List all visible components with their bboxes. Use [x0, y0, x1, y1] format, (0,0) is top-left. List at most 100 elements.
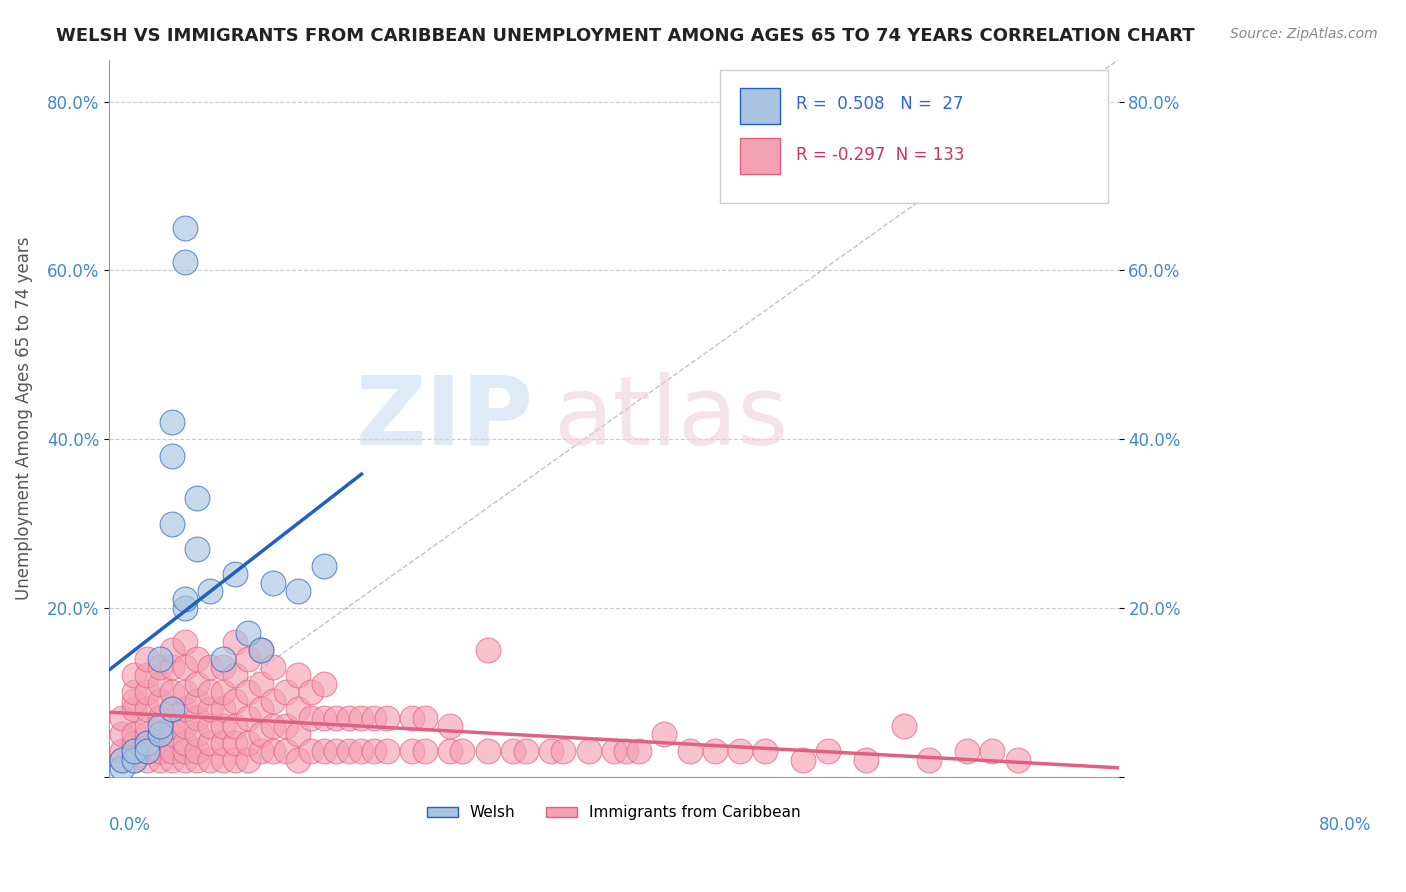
Point — [477, 744, 499, 758]
Point — [249, 702, 271, 716]
Point — [186, 744, 208, 758]
Point — [363, 710, 385, 724]
FancyBboxPatch shape — [740, 88, 780, 124]
Point — [160, 516, 183, 531]
Point — [124, 753, 146, 767]
Point — [981, 744, 1004, 758]
Point — [325, 744, 347, 758]
Point — [236, 710, 259, 724]
Point — [893, 719, 915, 733]
Point — [299, 710, 322, 724]
Point — [136, 685, 159, 699]
Point — [211, 753, 233, 767]
Point — [198, 736, 221, 750]
Point — [124, 744, 146, 758]
FancyBboxPatch shape — [740, 138, 780, 174]
Point — [111, 753, 134, 767]
Point — [287, 753, 309, 767]
Point — [439, 719, 461, 733]
Point — [312, 710, 335, 724]
Point — [136, 702, 159, 716]
Point — [136, 736, 159, 750]
Point — [249, 727, 271, 741]
Point — [186, 753, 208, 767]
Point — [249, 643, 271, 657]
Point — [603, 744, 626, 758]
Point — [124, 694, 146, 708]
Point — [111, 753, 134, 767]
Point — [173, 719, 195, 733]
Point — [136, 744, 159, 758]
Point — [149, 727, 172, 741]
Point — [160, 702, 183, 716]
Text: 80.0%: 80.0% — [1319, 816, 1371, 834]
Point — [186, 491, 208, 506]
Point — [224, 668, 246, 682]
Point — [124, 702, 146, 716]
Text: Source: ZipAtlas.com: Source: ZipAtlas.com — [1230, 27, 1378, 41]
Point — [401, 744, 423, 758]
Point — [287, 668, 309, 682]
Point — [262, 744, 284, 758]
Point — [149, 710, 172, 724]
Point — [413, 744, 436, 758]
Point — [173, 634, 195, 648]
Point — [337, 744, 360, 758]
Point — [160, 685, 183, 699]
Point — [173, 702, 195, 716]
Point — [325, 710, 347, 724]
Point — [956, 744, 979, 758]
Point — [224, 567, 246, 582]
Point — [211, 685, 233, 699]
Point — [224, 736, 246, 750]
Point — [186, 694, 208, 708]
Point — [350, 710, 373, 724]
Point — [236, 736, 259, 750]
Point — [312, 744, 335, 758]
Point — [173, 744, 195, 758]
Point — [149, 677, 172, 691]
Point — [173, 753, 195, 767]
Point — [287, 584, 309, 599]
Point — [211, 702, 233, 716]
Point — [728, 744, 751, 758]
Point — [375, 710, 398, 724]
Point — [173, 221, 195, 235]
Point — [149, 744, 172, 758]
Point — [262, 660, 284, 674]
Point — [136, 727, 159, 741]
Point — [287, 727, 309, 741]
Point — [149, 694, 172, 708]
Point — [124, 685, 146, 699]
Point — [703, 744, 725, 758]
Point — [817, 744, 839, 758]
Point — [173, 736, 195, 750]
Point — [111, 761, 134, 775]
Y-axis label: Unemployment Among Ages 65 to 74 years: Unemployment Among Ages 65 to 74 years — [15, 236, 32, 599]
Point — [160, 702, 183, 716]
Point — [186, 727, 208, 741]
Point — [160, 753, 183, 767]
Point — [124, 753, 146, 767]
Point — [198, 753, 221, 767]
Point — [211, 719, 233, 733]
Point — [792, 753, 814, 767]
Point — [136, 651, 159, 665]
Text: R =  0.508   N =  27: R = 0.508 N = 27 — [796, 95, 963, 113]
Point — [299, 744, 322, 758]
Point — [198, 660, 221, 674]
Point — [236, 651, 259, 665]
Point — [299, 685, 322, 699]
Point — [628, 744, 651, 758]
Point — [136, 668, 159, 682]
Point — [149, 727, 172, 741]
Point — [262, 694, 284, 708]
Point — [186, 541, 208, 556]
Point — [211, 660, 233, 674]
Point — [249, 643, 271, 657]
Point — [754, 744, 776, 758]
Point — [224, 634, 246, 648]
Point — [413, 710, 436, 724]
Point — [451, 744, 474, 758]
Point — [236, 685, 259, 699]
